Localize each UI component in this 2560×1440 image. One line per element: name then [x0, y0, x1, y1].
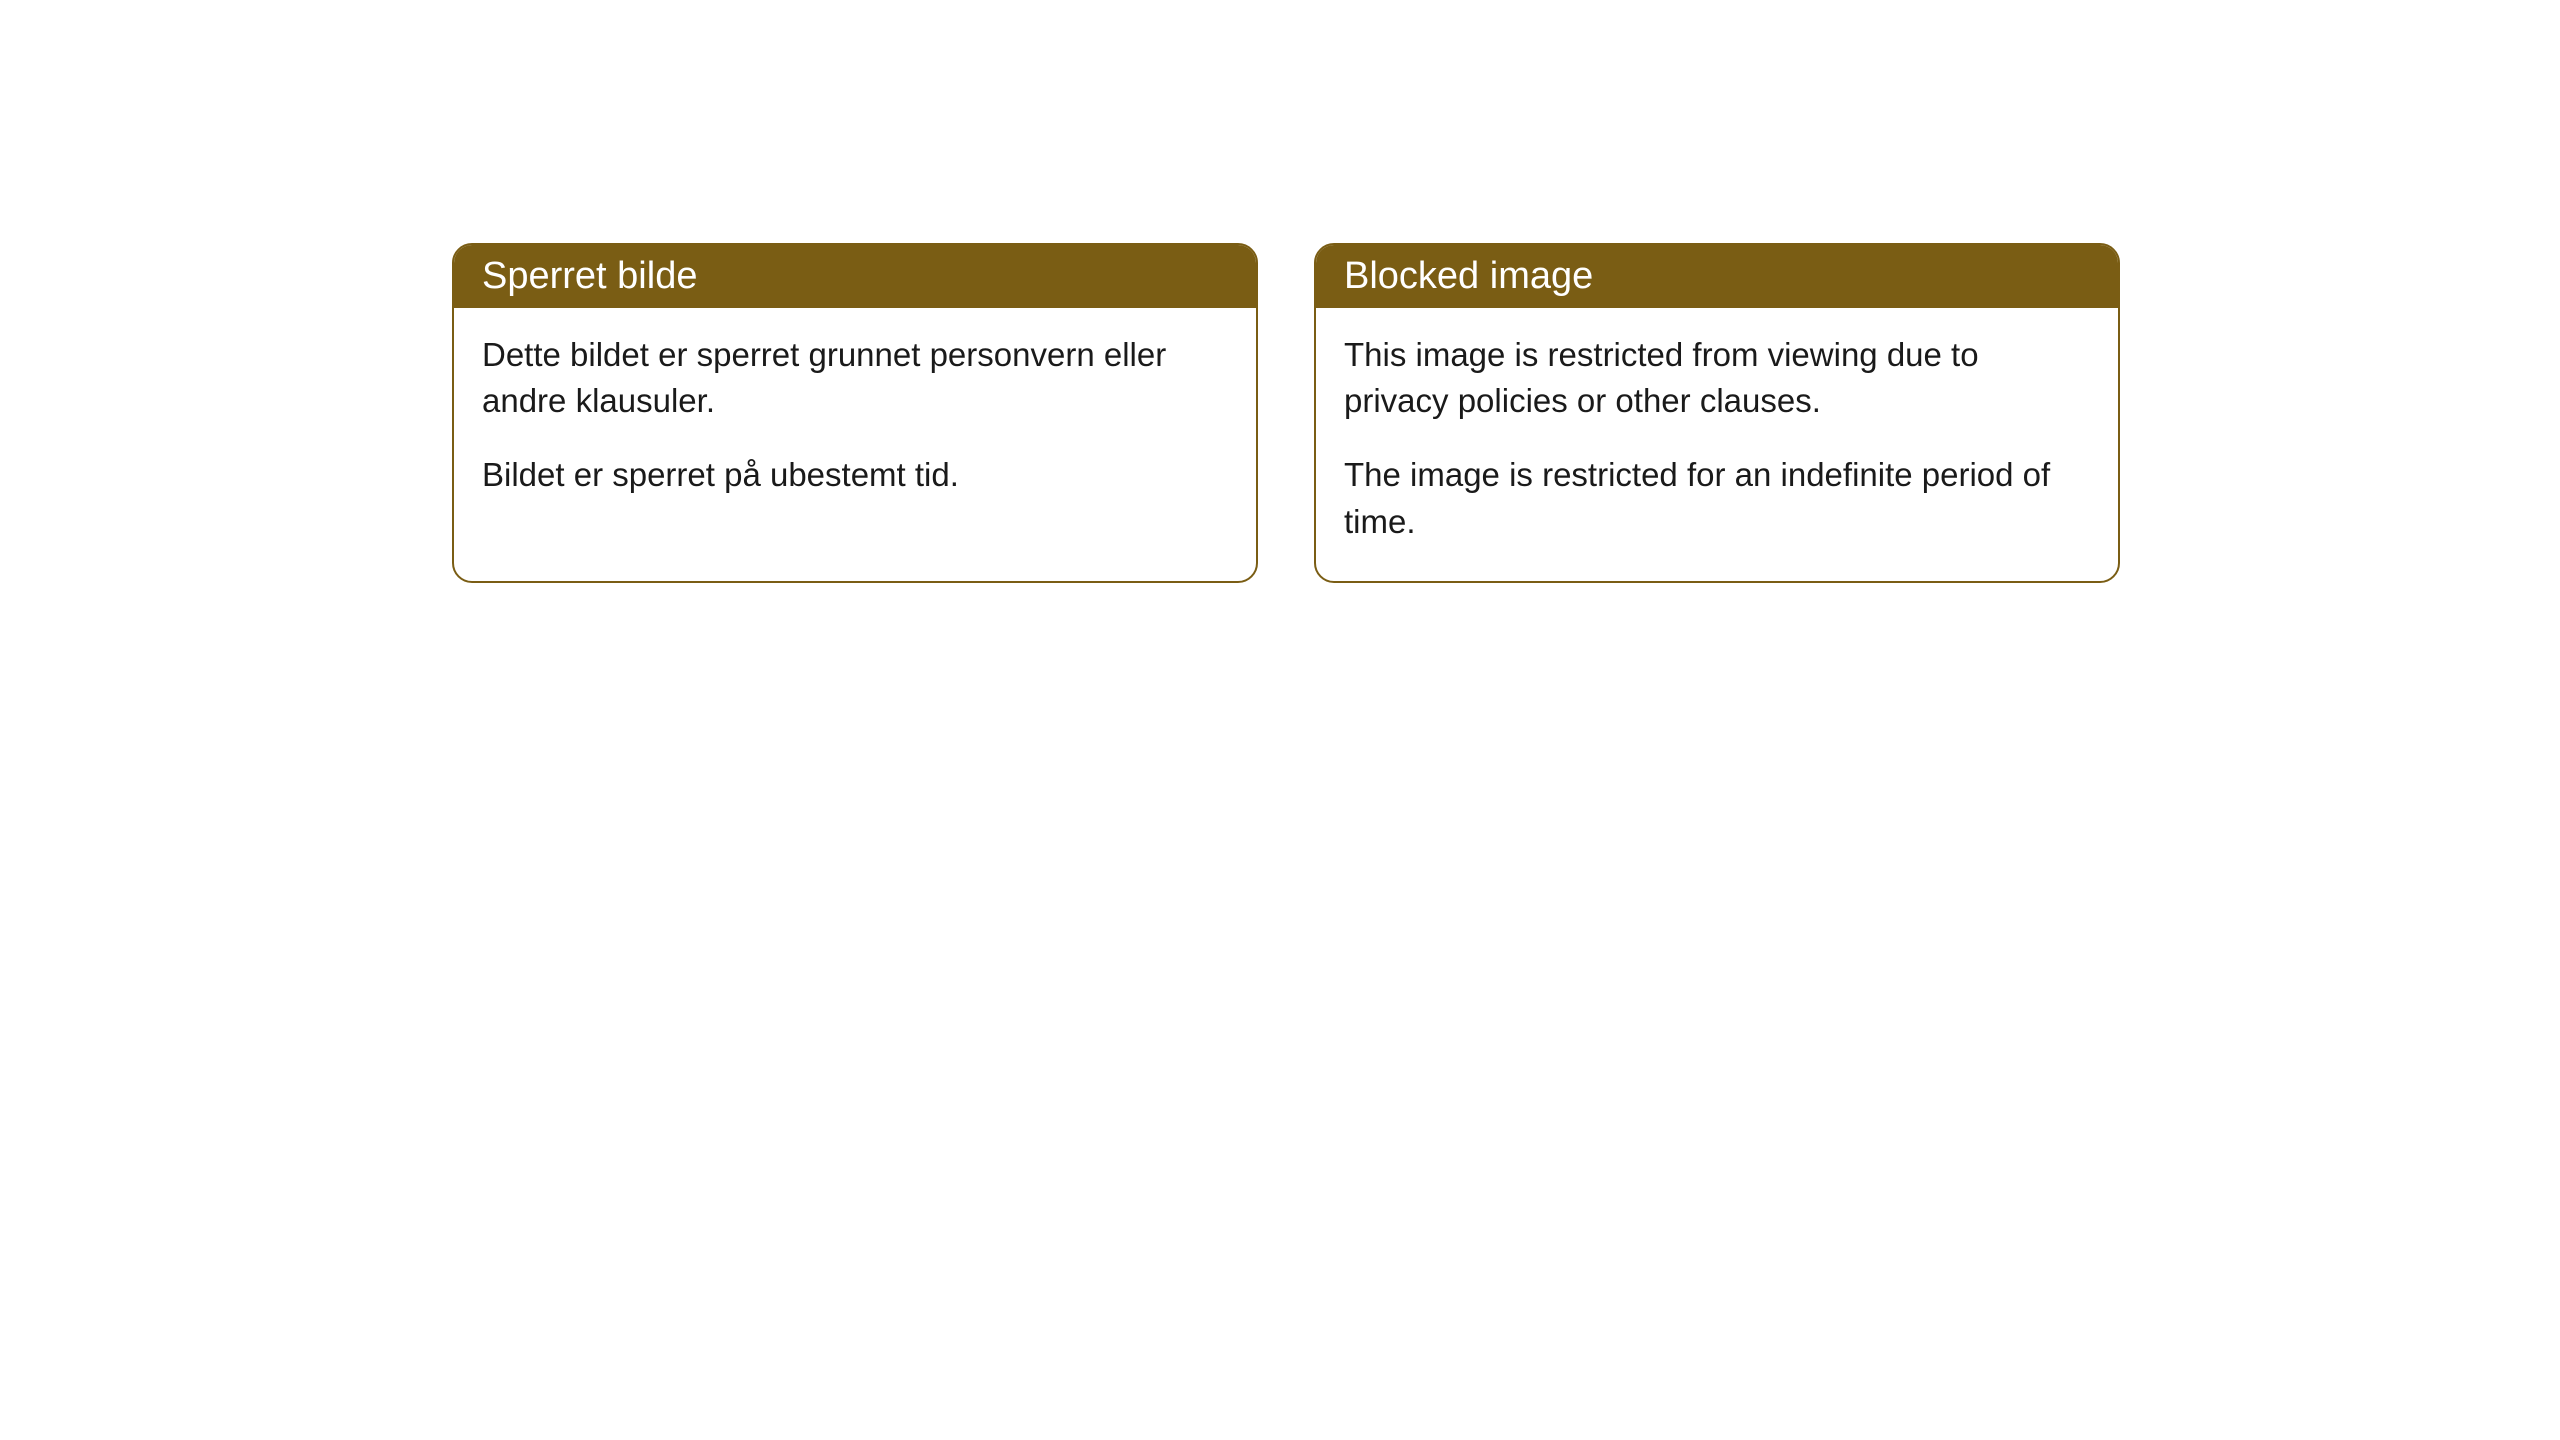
card-paragraph: The image is restricted for an indefinit… — [1344, 452, 2090, 544]
card-paragraph: This image is restricted from viewing du… — [1344, 332, 2090, 424]
card-paragraph: Bildet er sperret på ubestemt tid. — [482, 452, 1228, 498]
notice-card-norwegian: Sperret bilde Dette bildet er sperret gr… — [452, 243, 1258, 583]
card-body: This image is restricted from viewing du… — [1316, 308, 2118, 581]
card-paragraph: Dette bildet er sperret grunnet personve… — [482, 332, 1228, 424]
card-header: Sperret bilde — [454, 245, 1256, 308]
card-title: Blocked image — [1344, 255, 1593, 297]
notice-card-english: Blocked image This image is restricted f… — [1314, 243, 2120, 583]
card-title: Sperret bilde — [482, 255, 697, 297]
notice-container: Sperret bilde Dette bildet er sperret gr… — [0, 0, 2560, 583]
card-header: Blocked image — [1316, 245, 2118, 308]
card-body: Dette bildet er sperret grunnet personve… — [454, 308, 1256, 535]
